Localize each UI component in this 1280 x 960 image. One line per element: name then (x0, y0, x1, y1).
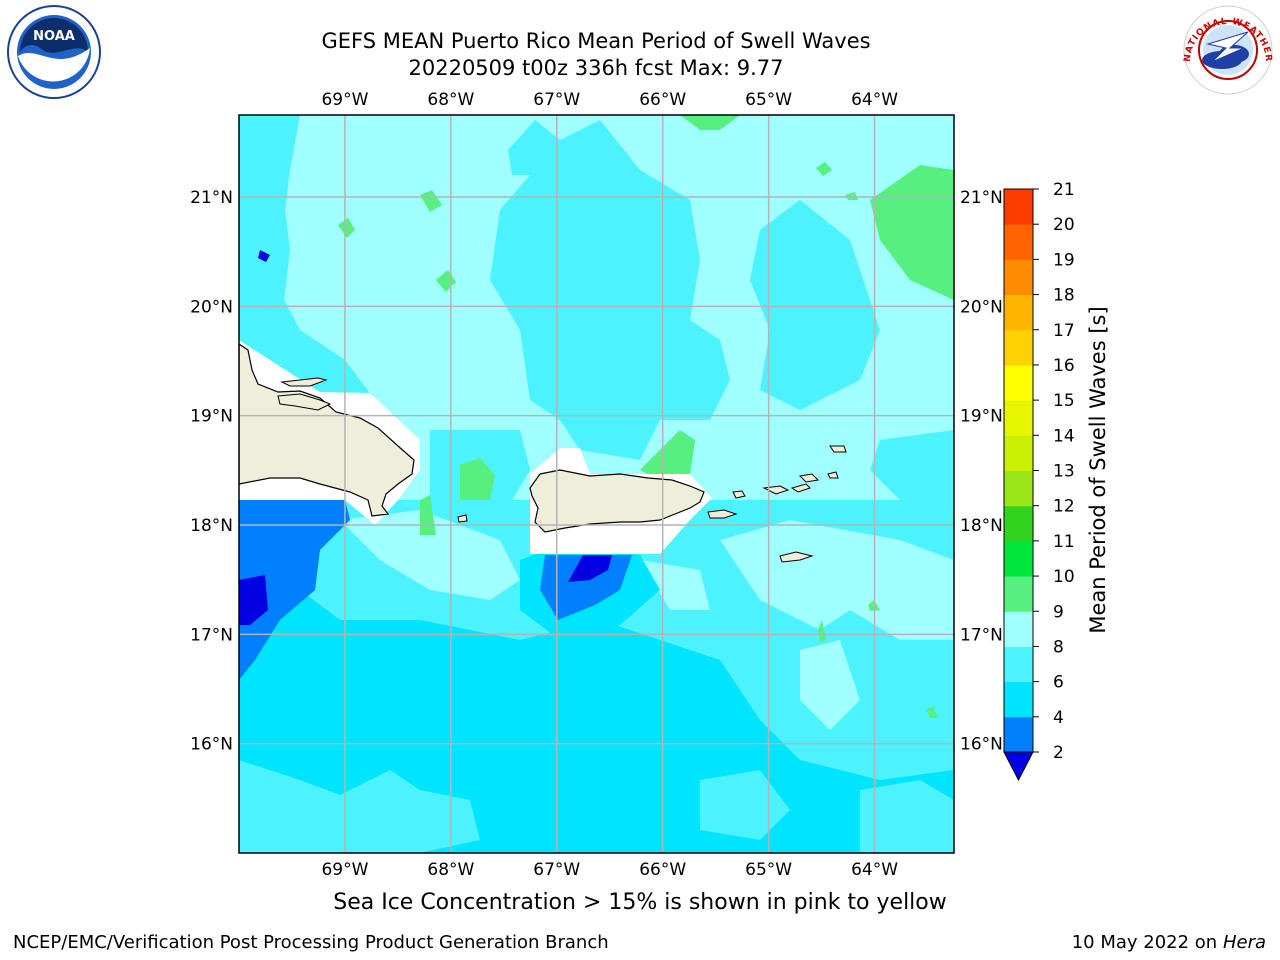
colorbar-tick-label: 16 (1053, 356, 1075, 376)
mona-island (457, 514, 468, 523)
colorbar-segment (1004, 400, 1033, 436)
colorbar-tick-label: 15 (1053, 391, 1075, 411)
lon-label-top: 68°W (427, 90, 474, 110)
colorbar-tick-label: 12 (1053, 497, 1075, 517)
colorbar-tick-label: 6 (1053, 673, 1064, 693)
colorbar: 2 4 6 8 9 10 11 12 13 14 15 16 17 18 19 20 21 (1003, 180, 1075, 782)
field-6-8-lower (239, 760, 954, 853)
lat-label-left: 21°N (190, 188, 233, 208)
puerto-rico-land (529, 469, 705, 533)
footer-date: 10 May 2022 on Hera (1072, 932, 1266, 953)
hispaniola-land (239, 343, 415, 517)
culebra-island (732, 490, 746, 499)
colorbar-tick-label: 20 (1053, 215, 1075, 235)
colorbar-segment (1004, 681, 1033, 718)
tortuga-island (280, 377, 328, 387)
colorbar-tick-label: 10 (1053, 567, 1075, 587)
colorbar-segment (1004, 716, 1033, 753)
colorbar-tick-label: 21 (1053, 180, 1075, 200)
lon-label-top: 69°W (321, 90, 368, 110)
graticule (239, 115, 954, 853)
map-frame (238, 114, 955, 854)
field-below-2 (239, 250, 612, 625)
footer-date-text: 10 May 2022 on (1071, 932, 1218, 953)
colorbar-tick-label: 18 (1053, 286, 1075, 306)
colorbar-tick-label: 17 (1053, 321, 1075, 341)
gonave-island (277, 393, 332, 411)
lat-label-right: 21°N (960, 188, 1003, 208)
sea-ice-note: Sea Ice Concentration > 15% is shown in … (333, 890, 947, 915)
colorbar-tick-label: 8 (1053, 637, 1064, 657)
colorbar-segment (1004, 470, 1033, 507)
chart-title: GEFS MEAN Puerto Rico Mean Period of Swe… (321, 29, 871, 53)
colorbar-segment (1004, 259, 1033, 296)
lat-label-right: 19°N (960, 407, 1003, 427)
lon-label-top: 67°W (533, 90, 580, 110)
colorbar-tick-label: 13 (1053, 462, 1075, 482)
colorbar-tick-label: 14 (1053, 426, 1075, 446)
lon-label-bottom: 64°W (851, 860, 898, 880)
lon-label-top: 65°W (745, 90, 792, 110)
colorbar-tick-label: 4 (1053, 708, 1064, 728)
colorbar-segment (1004, 189, 1033, 225)
lat-label-right: 16°N (960, 735, 1003, 755)
colorbar-segment (1004, 364, 1033, 401)
colorbar-tick-label: 2 (1053, 743, 1064, 763)
lon-label-bottom: 66°W (639, 860, 686, 880)
colorbar-segment (1004, 224, 1033, 260)
noaa-logo-text: NOAA (33, 29, 75, 44)
colorbar-tick-label: 11 (1053, 532, 1075, 552)
lat-label-right: 18°N (960, 516, 1003, 536)
footer-credit: NCEP/EMC/Verification Post Processing Pr… (13, 932, 609, 953)
colorbar-segment (1004, 294, 1033, 331)
lat-label-right: 17°N (960, 625, 1003, 645)
colorbar-segment (1004, 611, 1033, 647)
vieques-island (707, 509, 738, 519)
colorbar-segment (1004, 435, 1033, 471)
colorbar-segment (1004, 505, 1033, 542)
colorbar-tick-label: 9 (1053, 602, 1064, 622)
nws-logo: NATIONAL WEATHER SERVICE (1178, 2, 1273, 95)
st-croix-island (779, 551, 814, 563)
lat-label-left: 16°N (190, 735, 233, 755)
lat-label-left: 19°N (190, 407, 233, 427)
colorbar-segment (1004, 646, 1033, 683)
lon-label-bottom: 67°W (533, 860, 580, 880)
colorbar-label: Mean Period of Swell Waves [s] (1086, 306, 1110, 633)
colorbar-extend-low (1003, 751, 1034, 782)
colorbar-segment (1004, 329, 1033, 366)
noaa-logo: NOAA (7, 5, 101, 99)
chart-subtitle: 20220509 t00z 336h fcst Max: 9.77 (408, 56, 784, 80)
lat-label-left: 17°N (190, 625, 233, 645)
virgin-islands (762, 445, 847, 495)
lat-label-right: 20°N (960, 297, 1003, 317)
lat-label-left: 18°N (190, 516, 233, 536)
lon-label-bottom: 65°W (745, 860, 792, 880)
lon-label-top: 64°W (851, 90, 898, 110)
colorbar-tick-label: 19 (1053, 250, 1075, 270)
colorbar-segment (1004, 576, 1033, 612)
lat-label-left: 20°N (190, 297, 233, 317)
lon-label-bottom: 68°W (427, 860, 474, 880)
lon-label-bottom: 69°W (321, 860, 368, 880)
lon-label-top: 66°W (639, 90, 686, 110)
colorbar-segment (1004, 540, 1033, 577)
footer-machine: Hera (1222, 932, 1266, 953)
